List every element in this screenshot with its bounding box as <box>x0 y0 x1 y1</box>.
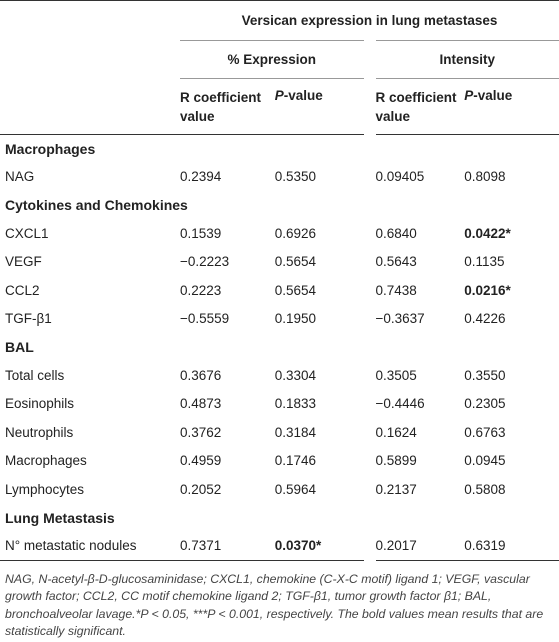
subheader-expression: % Expression <box>180 40 370 79</box>
table-row: Total cells 0.3676 0.3304 0.3505 0.3550 <box>0 361 559 390</box>
row-label: Macrophages <box>5 453 87 469</box>
row-label: VEGF <box>5 254 42 270</box>
table-row: TGF-β1 −0.5559 0.1950 −0.3637 0.4226 <box>0 304 559 333</box>
table-cell: 0.2052 <box>180 481 222 497</box>
table-cell: 0.0422* <box>464 225 511 241</box>
table-row: N° metastatic nodules 0.7371 0.0370* 0.2017… <box>0 531 559 560</box>
row-label: NAG <box>5 169 35 185</box>
table-cell: −0.5559 <box>180 311 230 327</box>
section-title: Lung Metastasis <box>5 509 115 526</box>
table-cell: 0.2137 <box>363 475 465 504</box>
section-row: Lung Metastasis <box>0 504 559 532</box>
table-body: Macrophages NAG 0.2394 0.5350 0.09405 0.8098 C… <box>0 135 559 560</box>
table-row: VEGF −0.2223 0.5654 0.5643 0.1135 <box>0 247 559 276</box>
table-cell: 0.5654 <box>274 254 317 270</box>
table-row: NAG 0.2394 0.5350 0.09405 0.8098 <box>0 162 559 191</box>
table-cell: 0.6319 <box>464 538 506 553</box>
table-cell: 0.2017 <box>363 531 465 560</box>
table-cell: 0.5654 <box>274 282 317 298</box>
row-label: N° metastatic nodules <box>5 538 137 553</box>
row-label: Neutrophils <box>5 424 74 440</box>
table-cell: 0.4226 <box>464 311 506 327</box>
row-label: Total cells <box>5 367 65 383</box>
row-label: Eosinophils <box>5 396 75 412</box>
table-cell: 0.3505 <box>363 361 465 390</box>
col-p-expression: P-value <box>274 78 370 135</box>
table-cell: 0.5808 <box>464 481 506 497</box>
section-row: Cytokines and Chemokines <box>0 191 559 219</box>
table-cell: 0.0370* <box>274 538 322 553</box>
table-cell: 0.5964 <box>274 481 317 497</box>
table-cell: 0.1539 <box>180 225 222 241</box>
section-row: BAL <box>0 333 559 361</box>
row-label: TGF-β1 <box>5 311 52 327</box>
table-cell: 0.0216* <box>464 282 511 298</box>
table-cell: 0.7438 <box>363 276 465 305</box>
section-title: BAL <box>5 339 34 355</box>
table-cell: −0.3637 <box>363 304 465 333</box>
subheader-intensity: Intensity <box>363 40 559 79</box>
table-cell: −0.2223 <box>180 254 230 270</box>
table-cell: 0.3184 <box>274 424 317 440</box>
table-cell: 0.6840 <box>363 219 465 248</box>
table-cell: 0.1833 <box>274 396 317 412</box>
col-r-expression: R coefficient value <box>180 78 275 135</box>
table-row: Eosinophils 0.4873 0.1833 −0.4446 0.2305 <box>0 389 559 418</box>
table-row: Lymphocytes 0.2052 0.5964 0.2137 0.5808 <box>0 475 559 504</box>
table-cell: 0.3550 <box>464 367 506 383</box>
table-cell: 0.3762 <box>180 424 222 440</box>
table-cell: 0.1135 <box>464 254 505 270</box>
table-cell: 0.3304 <box>274 367 317 383</box>
row-label: CXCL1 <box>5 225 49 241</box>
table-cell: 0.1746 <box>274 453 317 469</box>
table-cell: 0.0945 <box>464 453 506 469</box>
table-cell: 0.2394 <box>180 169 222 185</box>
table-cell: 0.5899 <box>363 446 465 475</box>
table-cell: 0.2305 <box>464 396 506 412</box>
section-title: Macrophages <box>5 140 96 157</box>
table-cell: 0.6763 <box>464 424 506 440</box>
group-title: Versican expression in lung metastases <box>241 13 498 28</box>
table-cell: 0.4959 <box>180 453 222 469</box>
section-title: Cytokines and Chemokines <box>5 197 188 213</box>
table-cell: 0.7371 <box>180 538 222 553</box>
table-row: Neutrophils 0.3762 0.3184 0.1624 0.6763 <box>0 418 559 447</box>
table-row: Macrophages 0.4959 0.1746 0.5899 0.0945 <box>0 446 559 475</box>
table-cell: 0.5643 <box>363 247 465 276</box>
table-cell: −0.4446 <box>363 389 465 418</box>
table-cell: 0.6926 <box>274 225 317 241</box>
table-cell: 0.1950 <box>274 311 317 327</box>
table-footnote: NAG, N-acetyl-β-D-glucosaminidase; CXCL1… <box>5 571 544 639</box>
row-label: Lymphocytes <box>5 481 85 497</box>
table-row: CXCL1 0.1539 0.6926 0.6840 0.0422* <box>0 219 559 248</box>
table-cell: 0.3676 <box>180 367 222 383</box>
table-row: CCL2 0.2223 0.5654 0.7438 0.0216* <box>0 276 559 305</box>
col-p-intensity: P-value <box>464 78 559 135</box>
table-cell: 0.2223 <box>180 282 222 298</box>
row-label: CCL2 <box>5 282 40 298</box>
table-cell: 0.8098 <box>464 169 506 185</box>
table-cell: 0.09405 <box>363 162 465 191</box>
correlation-table: Versican expression in lung metastases %… <box>0 0 559 560</box>
table-cell: 0.5350 <box>274 169 317 185</box>
section-row: Macrophages <box>0 135 559 163</box>
col-r-intensity: R coefficient value <box>363 78 465 135</box>
table-cell: 0.4873 <box>180 396 222 412</box>
table-cell: 0.1624 <box>363 418 465 447</box>
